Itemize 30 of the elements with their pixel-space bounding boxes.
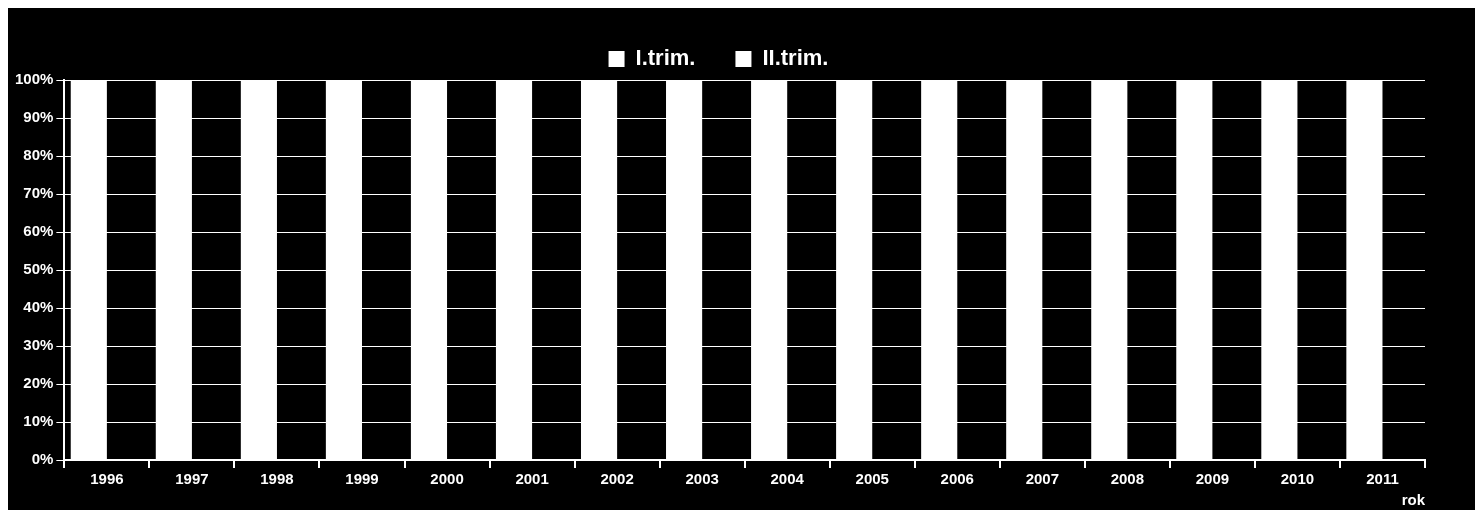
x-tick-label: 1996 [90, 470, 124, 488]
y-tick-label: 20% [23, 374, 54, 392]
x-tick-label: 2003 [685, 470, 719, 488]
legend-label: II.trim. [762, 45, 829, 71]
y-tick-label: 60% [23, 222, 54, 240]
x-tick-label: 1998 [260, 470, 294, 488]
x-tick-label: 2010 [1280, 470, 1315, 488]
x-tick-label: 2007 [1025, 470, 1060, 488]
y-tick-label: 50% [23, 260, 54, 278]
x-tick-label: 1997 [175, 470, 209, 488]
y-tick-label: 10% [23, 412, 54, 430]
x-tick-label: 2005 [855, 470, 889, 488]
x-tick-label: 1999 [345, 470, 379, 488]
y-tick-label: 80% [23, 146, 54, 164]
y-tick-label: 70% [23, 184, 54, 202]
y-tick-label: 30% [23, 336, 54, 354]
x-tick-label: 2009 [1195, 470, 1230, 488]
x-axis-title: rok [1401, 491, 1426, 509]
y-tick-label: 100% [14, 70, 54, 88]
x-tick-label: 2011 [1366, 470, 1399, 488]
y-tick-label: 90% [23, 108, 54, 126]
legend-label: I.trim. [635, 45, 696, 71]
x-tick-label: 2002 [600, 470, 634, 488]
y-tick-label: 0% [31, 450, 54, 468]
x-tick-label: 2008 [1110, 470, 1145, 488]
x-tick-label: 2001 [515, 470, 549, 488]
x-tick-label: 2004 [770, 470, 805, 488]
y-tick-label: 40% [23, 298, 54, 316]
x-tick-label: 2006 [940, 470, 974, 488]
x-tick-label: 2000 [430, 470, 464, 488]
